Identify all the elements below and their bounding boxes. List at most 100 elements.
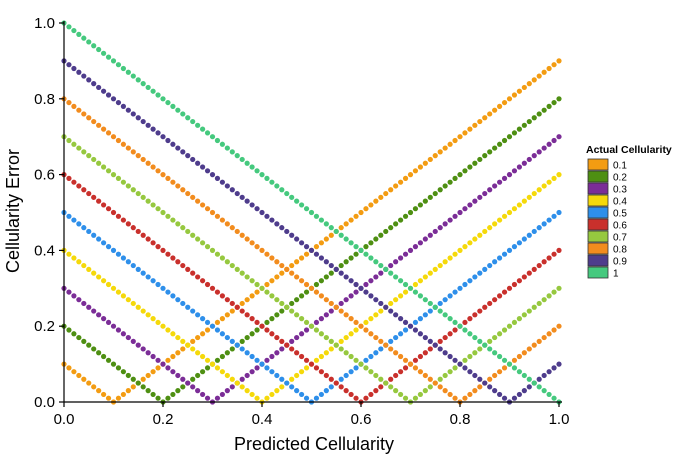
- data-point: [96, 160, 102, 166]
- data-point: [155, 365, 161, 371]
- data-point: [204, 357, 211, 363]
- data-point: [318, 331, 324, 337]
- data-point: [338, 232, 344, 238]
- data-point: [373, 388, 379, 394]
- data-point: [313, 327, 320, 333]
- data-point: [254, 357, 260, 363]
- data-point: [492, 388, 498, 394]
- data-point: [313, 319, 320, 326]
- legend-label: 1: [613, 269, 619, 280]
- data-point: [368, 331, 374, 337]
- data-point: [130, 376, 136, 382]
- data-point: [373, 297, 379, 303]
- data-point: [511, 395, 518, 401]
- data-point: [120, 369, 126, 375]
- data-point: [378, 376, 384, 382]
- data-point: [160, 285, 166, 291]
- data-point: [185, 266, 191, 272]
- data-point: [150, 240, 156, 246]
- data-point: [546, 103, 552, 109]
- data-point: [155, 319, 161, 326]
- data-point: [511, 92, 518, 98]
- data-point: [427, 232, 433, 238]
- data-point: [388, 225, 394, 231]
- data-point: [467, 316, 473, 322]
- data-point: [274, 334, 280, 341]
- data-point: [472, 350, 478, 356]
- data-point: [145, 388, 151, 394]
- data-point: [135, 228, 141, 235]
- data-point: [308, 209, 315, 216]
- data-point: [462, 357, 468, 363]
- data-point: [303, 327, 310, 333]
- data-point: [506, 96, 513, 102]
- legend-item: 0.6: [587, 218, 627, 232]
- legend-swatch: [587, 206, 609, 219]
- data-point: [180, 111, 186, 117]
- data-point: [417, 369, 423, 375]
- data-point: [289, 338, 295, 344]
- data-point: [536, 338, 542, 344]
- data-point: [115, 137, 122, 144]
- data-point: [462, 206, 468, 212]
- data-point: [551, 327, 557, 333]
- data-point: [318, 240, 324, 246]
- data-point: [294, 236, 300, 242]
- data-point: [219, 179, 225, 185]
- data-point: [279, 384, 285, 390]
- data-point: [239, 376, 245, 382]
- data-point: [511, 357, 518, 363]
- data-point: [457, 209, 463, 216]
- data-point: [234, 153, 240, 159]
- data-point: [150, 164, 156, 170]
- data-point: [393, 297, 399, 303]
- data-point: [81, 73, 87, 79]
- data-point: [244, 372, 250, 379]
- data-point: [175, 259, 181, 265]
- data-points: [61, 20, 562, 405]
- data-point: [402, 175, 409, 181]
- data-point: [244, 297, 250, 303]
- data-point: [353, 327, 359, 333]
- data-point: [378, 338, 384, 344]
- legend-title: Actual Cellularity: [586, 144, 672, 156]
- data-point: [536, 384, 542, 390]
- data-point: [492, 259, 498, 265]
- data-point: [66, 251, 72, 257]
- data-point: [551, 395, 557, 401]
- data-point: [457, 361, 463, 367]
- data-point: [447, 217, 453, 223]
- legend-item: 0.2: [587, 170, 627, 184]
- data-point: [115, 62, 122, 68]
- data-point: [303, 206, 310, 212]
- data-point: [373, 198, 379, 204]
- data-point: [487, 346, 493, 352]
- data-point: [487, 376, 493, 382]
- data-point: [81, 300, 87, 307]
- data-point: [229, 262, 235, 269]
- legend-swatch: [587, 242, 609, 255]
- data-point: [96, 350, 102, 356]
- data-point: [284, 190, 290, 197]
- data-point: [244, 388, 250, 394]
- data-point: [175, 372, 181, 379]
- data-point: [299, 293, 305, 299]
- data-point: [506, 361, 513, 367]
- data-point: [447, 316, 453, 322]
- data-point: [170, 391, 176, 398]
- data-point: [269, 255, 275, 261]
- data-point: [417, 353, 423, 360]
- series-0.5: [61, 209, 562, 405]
- data-point: [200, 164, 206, 170]
- data-point: [442, 221, 448, 227]
- data-point: [393, 350, 399, 356]
- data-point: [492, 297, 498, 303]
- data-point: [452, 251, 458, 257]
- data-point: [526, 346, 532, 352]
- data-point: [105, 395, 112, 401]
- data-point: [299, 391, 305, 398]
- data-point: [190, 118, 196, 125]
- data-point: [536, 111, 542, 117]
- data-point: [76, 259, 82, 265]
- data-point: [185, 342, 191, 348]
